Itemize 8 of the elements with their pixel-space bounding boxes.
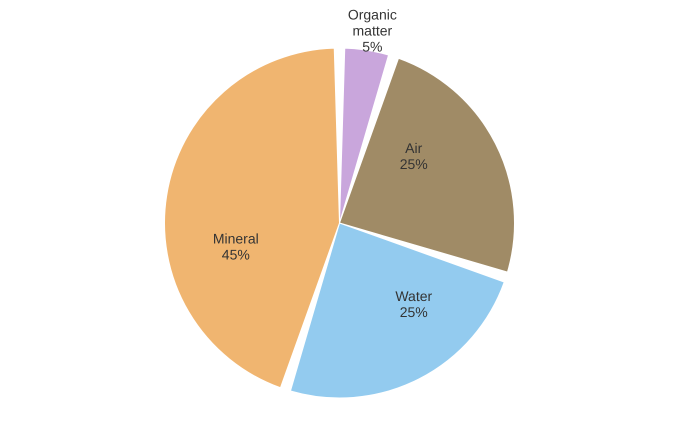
data-label: 45% (222, 246, 250, 262)
data-label: 5% (362, 38, 382, 55)
slice-label: Mineral (212, 230, 259, 246)
data-label: 25% (400, 304, 428, 320)
slice-label: Air (405, 140, 423, 156)
data-label: 25% (400, 156, 428, 172)
slice-label: Organic matter (348, 6, 397, 39)
slice-label: Water (395, 288, 432, 304)
